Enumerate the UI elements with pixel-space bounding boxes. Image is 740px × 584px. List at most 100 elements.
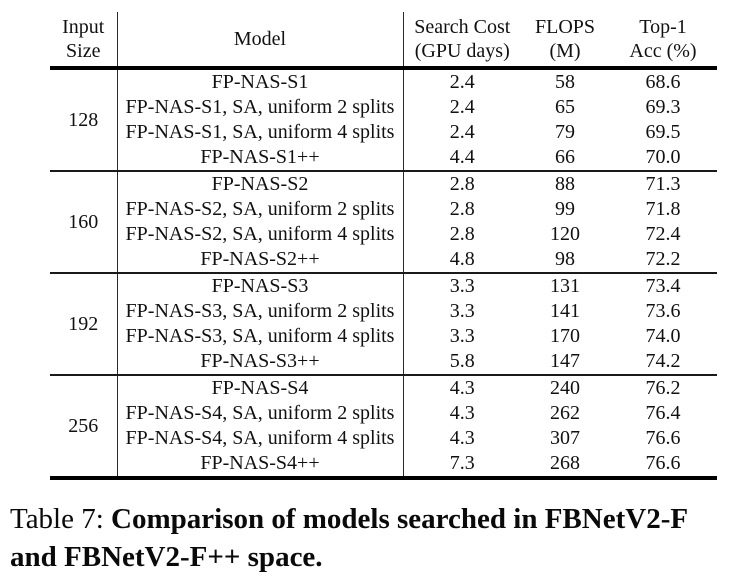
header-input-size-line2: Size — [66, 40, 101, 62]
table-row: FP-NAS-S2, SA, uniform 2 splits 2.8 99 7… — [50, 197, 717, 222]
model-cell: FP-NAS-S4, SA, uniform 4 splits — [117, 426, 404, 451]
search-cost-cell: 3.3 — [449, 300, 475, 322]
model-cell: FP-NAS-S2++ — [117, 247, 404, 273]
table-row: FP-NAS-S4, SA, uniform 2 splits 4.3 262 … — [50, 401, 717, 426]
group-160: 160 FP-NAS-S2 2.8 88 71.3 FP-NAS-S2, SA,… — [50, 171, 717, 273]
flops-cell: 240 — [550, 377, 580, 399]
model-cell: FP-NAS-S1, SA, uniform 4 splits — [117, 120, 404, 145]
input-size-cell: 192 — [50, 273, 118, 375]
flops-cell: 170 — [550, 325, 580, 347]
model-cell: FP-NAS-S1, SA, uniform 2 splits — [117, 95, 404, 120]
model-cell: FP-NAS-S2, SA, uniform 2 splits — [117, 197, 404, 222]
flops-cell: 262 — [550, 402, 580, 424]
input-size-cell: 160 — [50, 171, 118, 273]
search-cost-cell: 2.8 — [449, 198, 475, 220]
header-search-cost-line1: Search Cost — [414, 16, 511, 38]
caption-text-line2: and FBNetV2-F++ space. — [10, 541, 323, 573]
flops-cell: 79 — [555, 121, 575, 143]
search-cost-cell: 4.3 — [449, 427, 475, 449]
top1-cell: 71.8 — [645, 198, 681, 220]
table-row: FP-NAS-S2++ 4.8 98 72.2 — [50, 247, 717, 273]
table-row: 160 FP-NAS-S2 2.8 88 71.3 — [50, 171, 717, 273]
search-cost-cell: 4.3 — [449, 377, 475, 399]
input-size-cell: 256 — [50, 375, 118, 478]
table-row: FP-NAS-S3, SA, uniform 4 splits 3.3 170 … — [50, 324, 717, 349]
top1-cell: 73.4 — [645, 275, 681, 297]
group-128: 128 FP-NAS-S1 2.4 58 68.6 FP-NAS-S1, SA,… — [50, 68, 717, 171]
top1-cell: 70.0 — [645, 146, 681, 168]
table-row: FP-NAS-S1, SA, uniform 4 splits 2.4 79 6… — [50, 120, 717, 145]
search-cost-cell: 2.8 — [449, 223, 475, 245]
search-cost-cell: 5.8 — [449, 350, 475, 372]
flops-cell: 147 — [550, 350, 580, 372]
top1-cell: 76.2 — [645, 377, 681, 399]
top1-cell: 76.4 — [645, 402, 681, 424]
header-search-cost-line2: (GPU days) — [414, 40, 510, 62]
model-cell: FP-NAS-S3++ — [117, 349, 404, 375]
header-top1-line2: Acc (%) — [629, 40, 697, 62]
table-row: 256 FP-NAS-S4 4.3 240 76.2 — [50, 375, 717, 478]
table-row: FP-NAS-S4++ 7.3 268 76.6 — [50, 451, 717, 478]
model-cell: FP-NAS-S3, SA, uniform 4 splits — [117, 324, 404, 349]
top1-cell: 72.2 — [645, 248, 681, 270]
search-cost-cell: 2.4 — [449, 121, 475, 143]
flops-cell: 131 — [550, 275, 580, 297]
flops-cell: 98 — [555, 248, 575, 270]
top1-cell: 74.2 — [645, 350, 681, 372]
table-caption: Table 7: Comparison of models searched i… — [10, 500, 736, 576]
group-192: 192 FP-NAS-S3 3.3 131 73.4 FP-NAS-S3, SA… — [50, 273, 717, 375]
model-cell: FP-NAS-S1++ — [117, 145, 404, 171]
table-row: FP-NAS-S4, SA, uniform 4 splits 4.3 307 … — [50, 426, 717, 451]
search-cost-cell: 4.4 — [449, 146, 475, 168]
search-cost-cell: 2.8 — [449, 173, 475, 195]
search-cost-cell: 4.8 — [449, 248, 475, 270]
top1-cell: 76.6 — [645, 452, 681, 474]
header-flops-line2: (M) — [549, 40, 581, 62]
header-input-size-line1: Input — [62, 16, 105, 38]
top1-cell: 68.6 — [645, 71, 681, 93]
table-row: FP-NAS-S1, SA, uniform 2 splits 2.4 65 6… — [50, 95, 717, 120]
model-cell: FP-NAS-S4 — [117, 375, 404, 401]
input-size-cell: 128 — [50, 68, 118, 171]
model-cell: FP-NAS-S2, SA, uniform 4 splits — [117, 222, 404, 247]
top1-cell: 73.6 — [645, 300, 681, 322]
table-row: 192 FP-NAS-S3 3.3 131 73.4 — [50, 273, 717, 375]
search-cost-cell: 4.3 — [449, 402, 475, 424]
caption-label: Table 7: — [10, 503, 104, 535]
header-model: Model — [117, 12, 404, 70]
flops-cell: 58 — [555, 71, 575, 93]
model-cell: FP-NAS-S2 — [117, 171, 404, 197]
header-flops-line1: FLOPS — [534, 16, 596, 38]
search-cost-cell: 2.4 — [449, 71, 475, 93]
table-row: FP-NAS-S2, SA, uniform 4 splits 2.8 120 … — [50, 222, 717, 247]
model-cell: FP-NAS-S3 — [117, 273, 404, 299]
top1-cell: 69.5 — [645, 121, 681, 143]
flops-cell: 307 — [550, 427, 580, 449]
header-top1: Top-1 Acc (%) — [609, 12, 717, 70]
flops-cell: 66 — [555, 146, 575, 168]
top1-cell: 72.4 — [645, 223, 681, 245]
table-row: FP-NAS-S3++ 5.8 147 74.2 — [50, 349, 717, 375]
search-cost-cell: 3.3 — [449, 325, 475, 347]
table-row: FP-NAS-S1++ 4.4 66 70.0 — [50, 145, 717, 171]
table-row: 128 FP-NAS-S1 2.4 58 68.6 — [50, 68, 717, 171]
header-flops: FLOPS (M) — [521, 12, 609, 70]
flops-cell: 268 — [550, 452, 580, 474]
model-cell: FP-NAS-S4, SA, uniform 2 splits — [117, 401, 404, 426]
model-cell: FP-NAS-S1 — [117, 68, 404, 95]
header-search-cost: Search Cost (GPU days) — [403, 12, 521, 70]
search-cost-cell: 7.3 — [449, 452, 475, 474]
table-row: FP-NAS-S3, SA, uniform 2 splits 3.3 141 … — [50, 299, 717, 324]
top1-cell: 69.3 — [645, 96, 681, 118]
top1-cell: 76.6 — [645, 427, 681, 449]
header-input-size: Input Size — [50, 12, 118, 70]
search-cost-cell: 2.4 — [449, 96, 475, 118]
model-cell: FP-NAS-S3, SA, uniform 2 splits — [117, 299, 404, 324]
group-256: 256 FP-NAS-S4 4.3 240 76.2 FP-NAS-S4, SA… — [50, 375, 717, 478]
model-cell: FP-NAS-S4++ — [117, 451, 404, 478]
search-cost-cell: 3.3 — [449, 275, 475, 297]
flops-cell: 120 — [550, 223, 580, 245]
flops-cell: 141 — [550, 300, 580, 322]
flops-cell: 88 — [555, 173, 575, 195]
